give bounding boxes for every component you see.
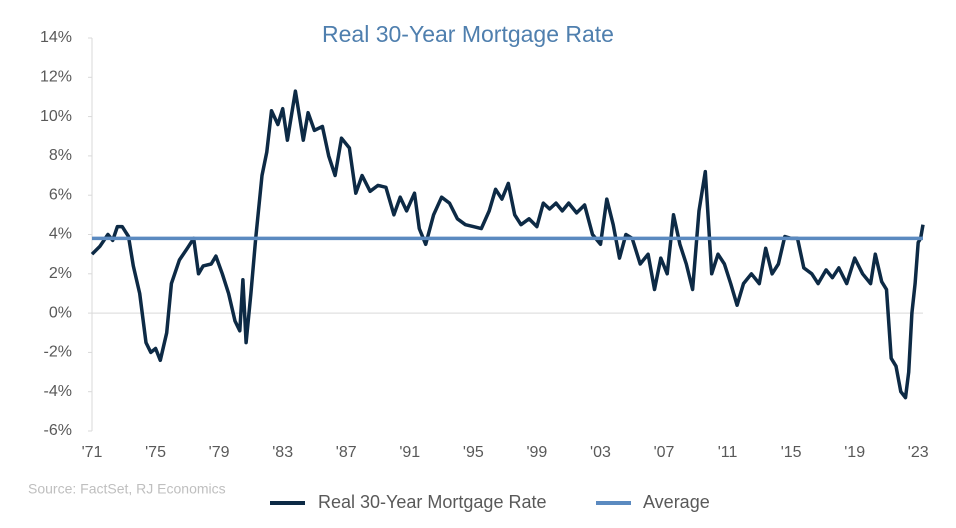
legend-label: Real 30-Year Mortgage Rate — [318, 492, 546, 512]
y-tick-label: 6% — [49, 186, 72, 203]
y-tick-label: 8% — [49, 147, 72, 164]
x-tick-label: '11 — [718, 444, 738, 461]
source: Source: FactSet, RJ Economics — [28, 481, 226, 497]
x-tick-label: '23 — [908, 444, 929, 461]
legend-label: Average — [643, 492, 710, 512]
x-tick-label: '71 — [82, 444, 103, 461]
chart-title: Real 30-Year Mortgage Rate — [322, 21, 614, 47]
x-tick-label: '19 — [844, 444, 865, 461]
x-tick-label: '75 — [145, 444, 166, 461]
x-tick-label: '07 — [654, 444, 675, 461]
y-tick-label: 12% — [40, 69, 72, 86]
x-tick-label: '87 — [336, 444, 357, 461]
y-tick-label: 2% — [49, 265, 72, 282]
y-tick-label: 0% — [49, 304, 72, 321]
y-tick-label: -2% — [44, 344, 72, 361]
x-tick-label: '15 — [781, 444, 802, 461]
x-tick-label: '03 — [590, 444, 611, 461]
x-tick-label: '91 — [399, 444, 420, 461]
y-tick-label: 14% — [40, 29, 72, 46]
x-tick-label: '79 — [209, 444, 230, 461]
x-tick-label: '95 — [463, 444, 484, 461]
x-tick-label: '83 — [272, 444, 293, 461]
x-tick-label: '99 — [526, 444, 547, 461]
y-tick-label: 4% — [49, 226, 72, 243]
y-tick-label: -6% — [44, 422, 72, 439]
y-tick-label: 10% — [40, 108, 72, 125]
y-tick-label: -4% — [44, 383, 72, 400]
data-line — [90, 89, 925, 400]
